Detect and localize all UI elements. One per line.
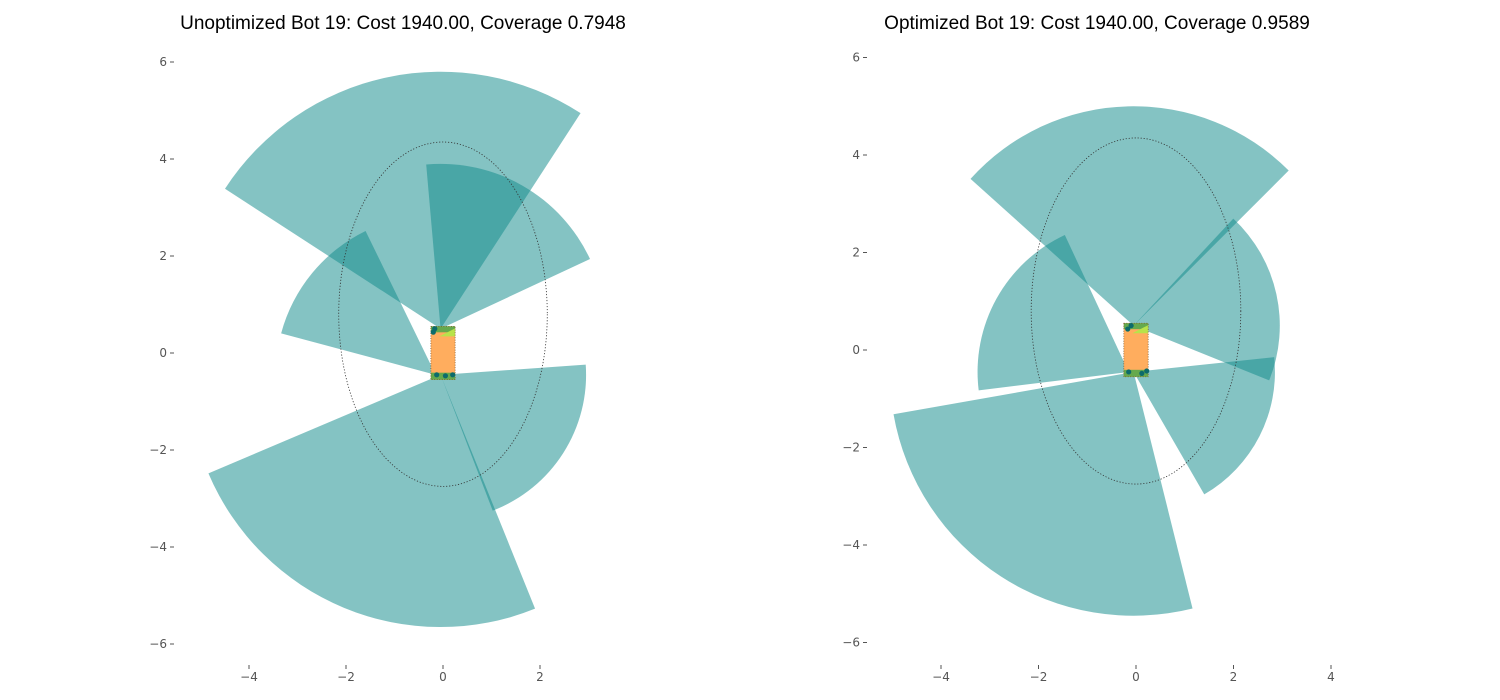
unopt-sensor-4 bbox=[442, 373, 449, 379]
unopt-x-tick-label: −4 bbox=[240, 670, 258, 684]
unopt-fov-sector-1 bbox=[224, 71, 581, 329]
opt-fov-sector-3 bbox=[977, 234, 1129, 391]
unopt-fov-sector-5 bbox=[440, 364, 587, 511]
unopt-y-tick-label: 4 bbox=[159, 152, 167, 166]
opt-y-tick-label: 0 bbox=[852, 343, 860, 357]
opt-robot-top-strip bbox=[1123, 323, 1149, 330]
opt-robot-bottom-strip bbox=[1123, 369, 1149, 377]
unopt-y-tick-label: −6 bbox=[149, 637, 167, 651]
opt-sensor-4 bbox=[1139, 370, 1145, 376]
opt-robot-highlight bbox=[1132, 325, 1149, 334]
opt-robot-body bbox=[1123, 322, 1149, 378]
opt-y-tick-label: −6 bbox=[842, 636, 860, 650]
unopt-x-axis: −4 −2 0 2 bbox=[240, 665, 544, 684]
chart-title-optimized: Optimized Bot 19: Cost 1940.00, Coverage… bbox=[884, 13, 1310, 34]
opt-coverage-envelope bbox=[1030, 137, 1242, 485]
opt-y-tick-label: 4 bbox=[852, 148, 860, 162]
opt-x-axis: −4 −2 0 2 4 bbox=[932, 665, 1335, 684]
unopt-fov-sector-4 bbox=[208, 374, 536, 628]
unopt-coverage-envelope bbox=[338, 141, 548, 487]
unopt-y-tick-label: 6 bbox=[159, 55, 167, 69]
opt-fov-sector-5 bbox=[1133, 357, 1275, 495]
opt-fov-sector-2 bbox=[1133, 218, 1280, 381]
chart-unoptimized: −6 −4 −2 0 2 4 6 −4 −2 0 2 Unoptimized Bot 19: Cost… bbox=[149, 13, 626, 684]
opt-y-tick-label: −4 bbox=[842, 538, 860, 552]
unopt-sensor-fov-sectors bbox=[208, 71, 591, 628]
opt-sensor-mounts bbox=[1125, 323, 1150, 376]
opt-y-axis: −6 −4 −2 0 2 4 6 bbox=[842, 51, 867, 650]
chart-optimized: −6 −4 −2 0 2 4 6 −4 −2 0 2 4 Optimized Bot 19: Cost … bbox=[842, 13, 1335, 684]
opt-sensor-1 bbox=[1125, 326, 1131, 332]
unopt-y-tick-label: 2 bbox=[159, 249, 167, 263]
opt-fov-sector-1 bbox=[970, 106, 1289, 326]
unopt-sensor-5 bbox=[450, 372, 456, 378]
unopt-sensor-mounts bbox=[430, 326, 456, 379]
unopt-y-tick-label: −2 bbox=[149, 443, 167, 457]
opt-x-tick-label: −4 bbox=[932, 670, 950, 684]
opt-robot-outline bbox=[1123, 322, 1149, 378]
opt-sensor-2 bbox=[1128, 323, 1134, 329]
chart-title-unoptimized: Unoptimized Bot 19: Cost 1940.00, Covera… bbox=[180, 13, 626, 34]
opt-x-tick-label: −2 bbox=[1030, 670, 1048, 684]
opt-y-tick-label: −2 bbox=[842, 441, 860, 455]
unopt-fov-sector-2 bbox=[426, 163, 591, 329]
opt-x-tick-label: 0 bbox=[1132, 670, 1140, 684]
opt-y-tick-label: 2 bbox=[852, 246, 860, 260]
unopt-x-tick-label: 2 bbox=[536, 670, 544, 684]
unopt-y-tick-label: −4 bbox=[149, 540, 167, 554]
unopt-sensor-3 bbox=[434, 372, 440, 378]
unopt-sensor-2 bbox=[430, 329, 436, 335]
opt-sensor-5 bbox=[1144, 368, 1150, 374]
unopt-y-tick-label: 0 bbox=[159, 346, 167, 360]
opt-sensor-fov-sectors bbox=[893, 106, 1289, 616]
opt-y-tick-label: 6 bbox=[852, 51, 860, 65]
unopt-fov-sector-3 bbox=[281, 230, 436, 375]
unopt-robot-outline bbox=[430, 325, 456, 381]
unopt-robot-top-strip bbox=[430, 326, 456, 333]
unopt-x-tick-label: 0 bbox=[439, 670, 447, 684]
unopt-y-axis: −6 −4 −2 0 2 4 6 bbox=[149, 55, 174, 651]
unopt-x-tick-label: −2 bbox=[337, 670, 355, 684]
opt-x-tick-label: 4 bbox=[1327, 670, 1335, 684]
opt-fov-sector-4 bbox=[893, 371, 1193, 616]
opt-sensor-3 bbox=[1126, 369, 1132, 375]
unopt-robot-highlight bbox=[439, 328, 456, 337]
opt-x-tick-label: 2 bbox=[1230, 670, 1238, 684]
